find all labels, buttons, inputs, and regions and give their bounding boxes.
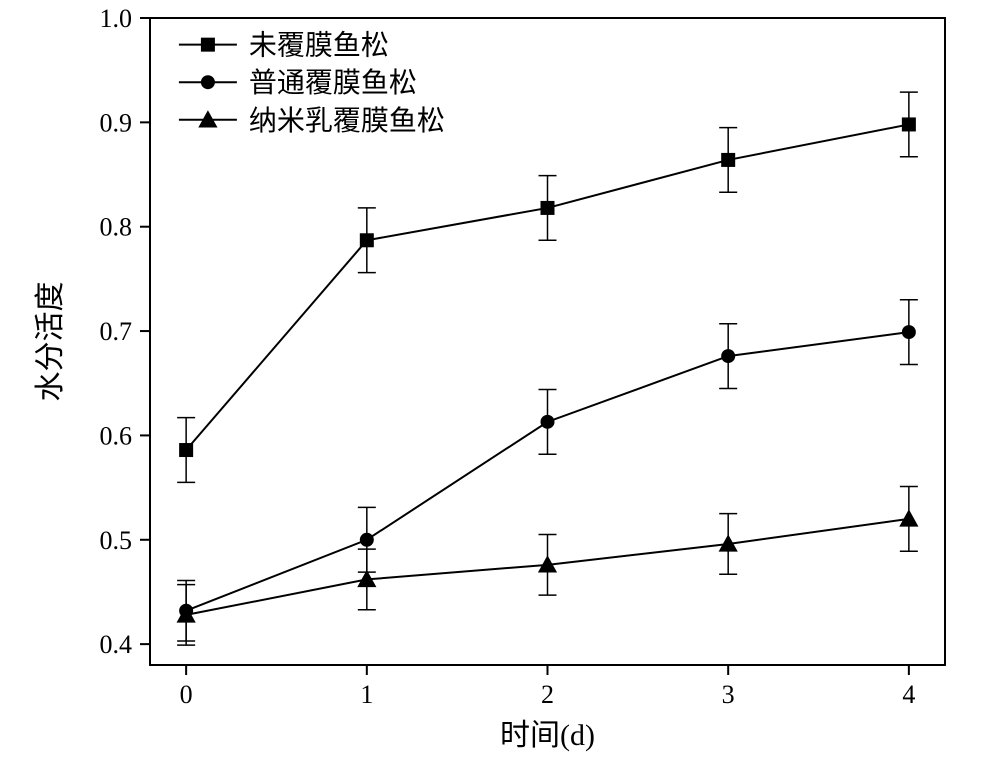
svg-text:3: 3 xyxy=(722,680,735,709)
svg-text:0.7: 0.7 xyxy=(100,317,133,346)
svg-text:0.9: 0.9 xyxy=(100,108,133,137)
series-s3 xyxy=(177,487,919,646)
chart-container: 0 1 2 3 4 0.4 0.5 0.6 0.7 0.8 0.9 1.0 时间(d) 水分活度 未覆膜鱼松… xyxy=(0,0,1000,772)
x-axis-title: 时间(d) xyxy=(500,719,595,752)
legend-label: 纳米乳覆膜鱼松 xyxy=(249,105,445,137)
svg-text:0.4: 0.4 xyxy=(100,630,133,659)
legend-label: 未覆膜鱼松 xyxy=(249,30,389,62)
svg-text:0.6: 0.6 xyxy=(100,421,133,450)
legend-label: 普通覆膜鱼松 xyxy=(249,67,417,99)
svg-text:1: 1 xyxy=(360,680,373,709)
svg-text:0.8: 0.8 xyxy=(100,213,133,242)
svg-text:2: 2 xyxy=(541,680,554,709)
svg-text:4: 4 xyxy=(902,680,915,709)
svg-text:0.5: 0.5 xyxy=(100,526,133,555)
y-axis-title: 水分活度 xyxy=(34,282,67,402)
svg-text:1.0: 1.0 xyxy=(100,4,133,33)
line-chart: 0 1 2 3 4 0.4 0.5 0.6 0.7 0.8 0.9 1.0 时间(d) 水分活度 未覆膜鱼松… xyxy=(0,0,1000,772)
legend: 未覆膜鱼松普通覆膜鱼松纳米乳覆膜鱼松 xyxy=(179,30,445,137)
svg-text:0: 0 xyxy=(180,680,193,709)
